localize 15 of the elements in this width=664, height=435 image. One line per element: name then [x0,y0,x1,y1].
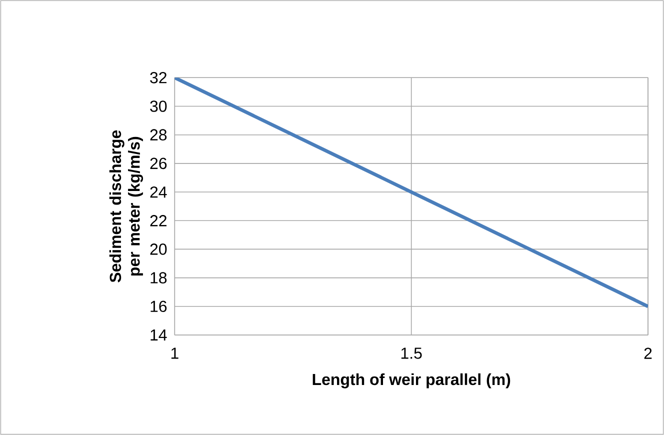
x-axis-title: Length of weir parallel (m) [312,373,510,388]
y-tick-label: 26 [150,158,167,170]
x-tick-label: 2 [644,348,652,359]
y-tick-label: 30 [150,100,167,112]
y-tick-label: 22 [150,215,166,226]
y-tick-label: 32 [150,72,166,84]
y-tick-label: 16 [150,300,167,312]
y-tick-label: 28 [150,129,167,140]
y-tick-label: 24 [150,186,167,198]
x-tick-label: 1 [171,348,178,359]
x-tick-label: 1.5 [401,348,422,359]
y-tick-label: 14 [150,329,167,340]
y-tick-label: 18 [150,272,167,284]
y-axis-title: Sediment discharge per meter (kg/m/s) [109,130,144,282]
y-tick-label: 20 [150,244,167,255]
